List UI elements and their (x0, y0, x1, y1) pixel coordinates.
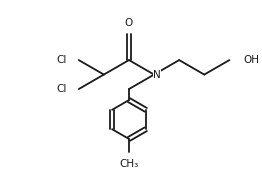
Text: OH: OH (243, 55, 259, 65)
Text: Cl: Cl (57, 84, 67, 94)
Text: Cl: Cl (57, 55, 67, 65)
Text: CH₃: CH₃ (119, 159, 139, 169)
Text: O: O (125, 18, 133, 28)
Text: N: N (153, 70, 161, 80)
